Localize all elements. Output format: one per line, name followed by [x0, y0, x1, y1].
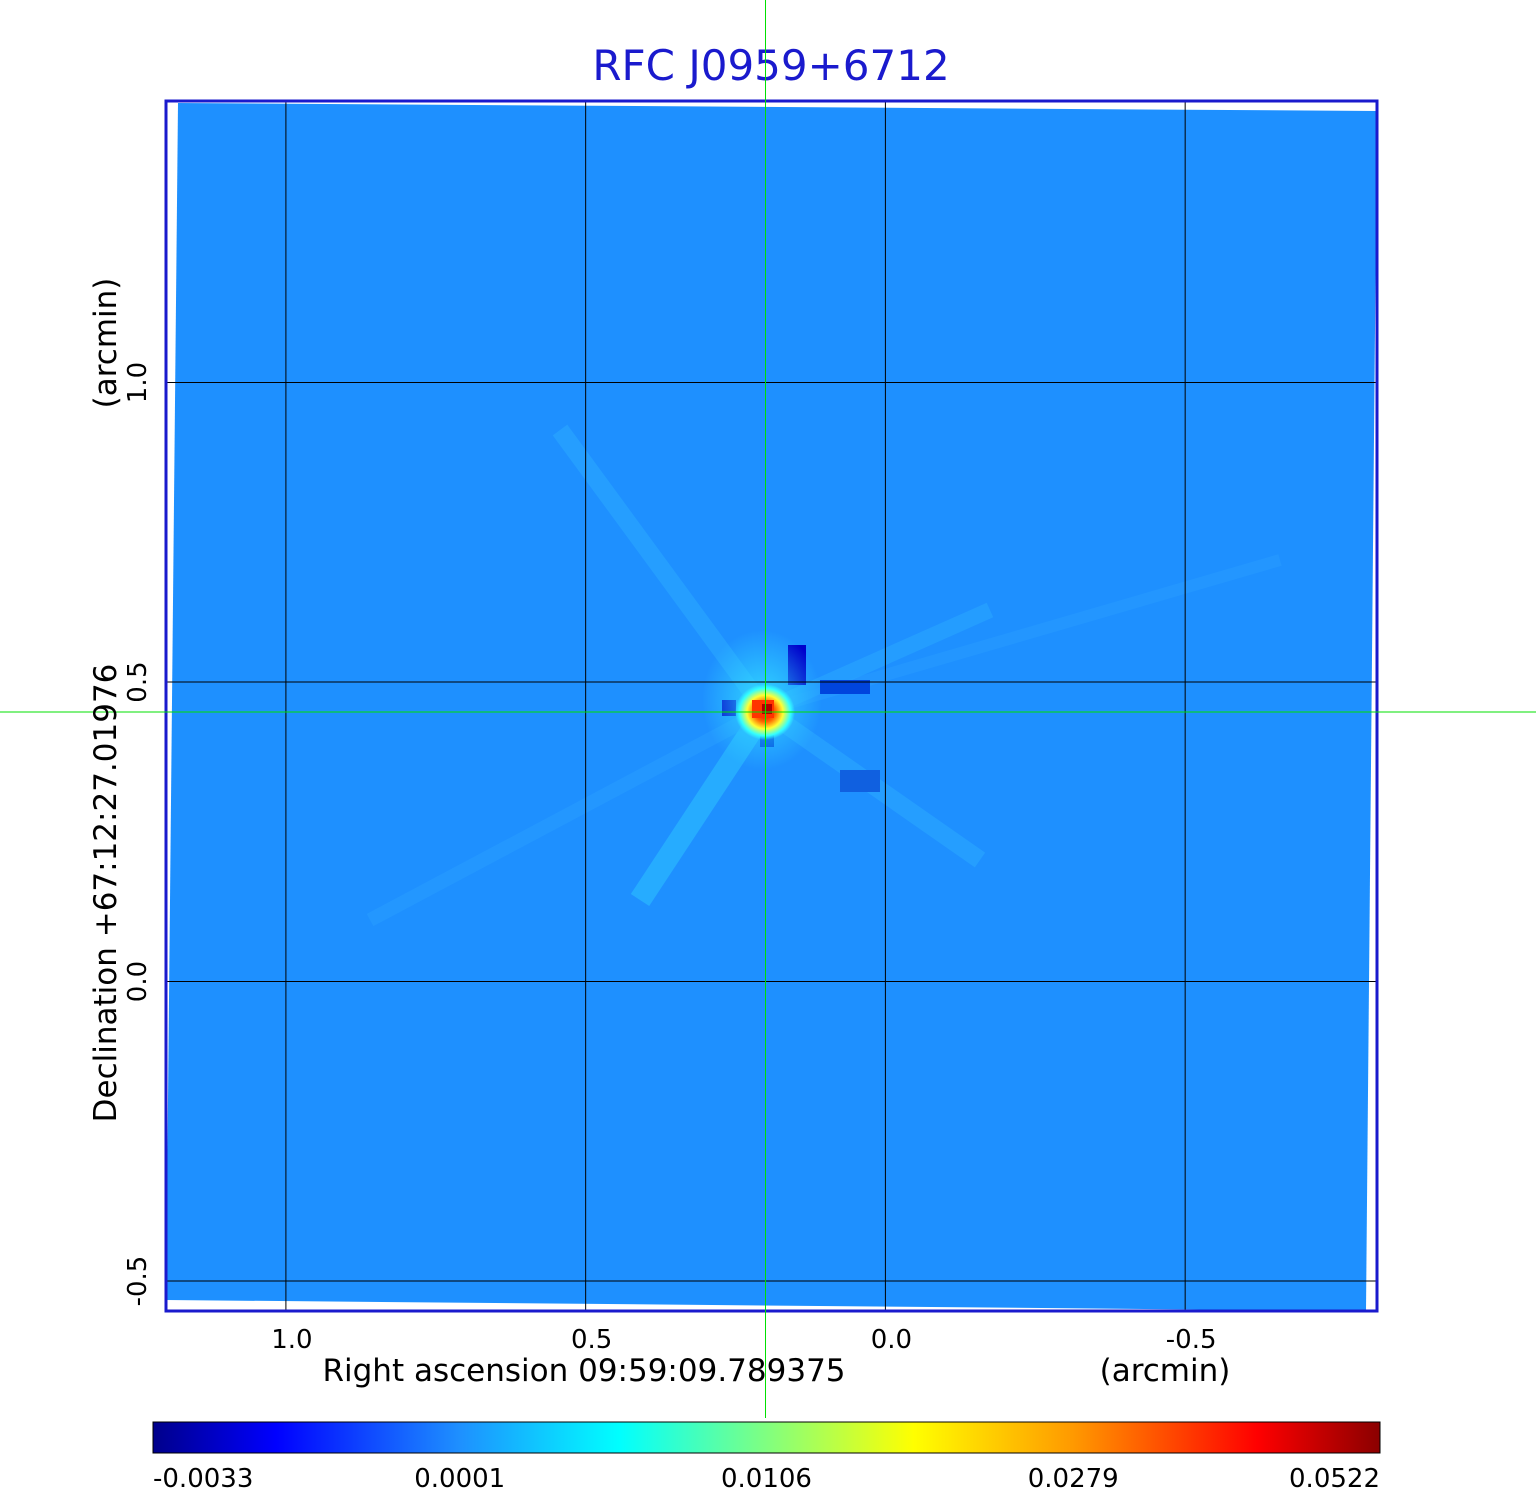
y-axis-unit: (arcmin): [88, 278, 124, 409]
x-axis-unit: (arcmin): [1100, 1353, 1231, 1389]
x-tick-label: 0.0: [871, 1325, 912, 1355]
colorbar-tick-label: 0.0279: [1028, 1464, 1119, 1494]
x-tick-labels: 1.0 0.5 0.0 -0.5: [271, 1325, 1216, 1355]
y-tick-label: 1.0: [123, 362, 153, 403]
colorbar-gradient: [152, 1421, 1381, 1454]
negative-lobe: [840, 770, 880, 792]
y-axis-label: Declination +67:12:27.01976: [88, 664, 124, 1123]
y-tick-label: -0.5: [123, 1256, 153, 1307]
negative-lobe: [820, 680, 870, 694]
colorbar: -0.0033 0.0001 0.0106 0.0279 0.0522: [152, 1421, 1381, 1494]
colorbar-tick-labels: -0.0033 0.0001 0.0106 0.0279 0.0522: [153, 1464, 1380, 1494]
chart-title: RFC J0959+6712: [592, 41, 949, 90]
source-core-max: [762, 704, 772, 714]
y-tick-label: 0.0: [123, 961, 153, 1002]
x-axis-label: Right ascension 09:59:09.789375: [322, 1353, 845, 1389]
plot-frame: [164, 99, 1379, 1313]
coordinate-grid: [166, 101, 1377, 1311]
y-tick-labels: 0.0 0.5 1.0 -0.5: [123, 362, 153, 1307]
x-tick-label: -0.5: [1166, 1325, 1217, 1355]
colorbar-tick-label: -0.0033: [153, 1464, 253, 1494]
crosshair: [0, 0, 1536, 1418]
sidelobe-streak: [366, 703, 769, 927]
map-image: [166, 103, 1377, 1311]
colorbar-tick-label: 0.0522: [1289, 1464, 1380, 1494]
colorbar-tick-label: 0.0001: [414, 1464, 505, 1494]
colorbar-tick-label: 0.0106: [721, 1464, 812, 1494]
y-tick-label: 0.5: [123, 661, 153, 702]
x-tick-label: 0.5: [571, 1325, 612, 1355]
x-tick-label: 1.0: [271, 1325, 312, 1355]
